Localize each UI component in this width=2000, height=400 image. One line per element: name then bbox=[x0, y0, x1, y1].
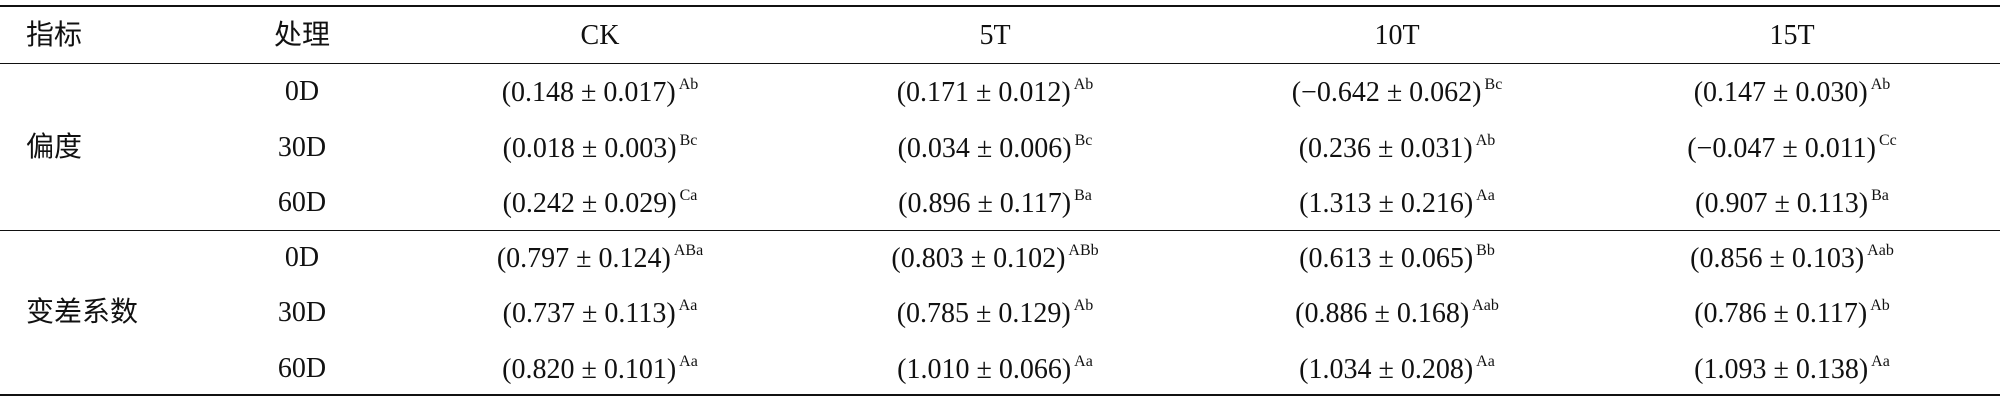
header-rule bbox=[0, 63, 2000, 64]
significance: Aab bbox=[1472, 297, 1499, 314]
significance: Aa bbox=[1871, 353, 1890, 370]
significance: Aa bbox=[1074, 353, 1093, 370]
value-cell: (0.786 ± 0.117) Ab bbox=[1694, 298, 1890, 328]
value: (0.786 ± 0.117) bbox=[1694, 298, 1868, 329]
significance: Bc bbox=[1074, 132, 1093, 149]
header-cell: 5T bbox=[979, 20, 1011, 51]
significance: Ab bbox=[1073, 76, 1094, 93]
significance: Ba bbox=[1871, 187, 1889, 204]
value-cell: (0.147 ± 0.030) Ab bbox=[1694, 77, 1891, 107]
significance: Ab bbox=[678, 76, 699, 93]
header-cell: 10T bbox=[1374, 20, 1420, 51]
value-cell: (0.148 ± 0.017) Ab bbox=[502, 77, 699, 107]
value: (0.034 ± 0.006) bbox=[897, 133, 1072, 164]
header-cell: 15T bbox=[1769, 20, 1815, 51]
value: (0.737 ± 0.113) bbox=[502, 298, 676, 329]
treatment: 0D bbox=[284, 242, 320, 273]
value-cell: (0.785 ± 0.129) Ab bbox=[897, 298, 1094, 328]
value: (−0.642 ± 0.062) bbox=[1291, 77, 1482, 108]
value: (0.797 ± 0.124) bbox=[496, 243, 671, 274]
value-cell: (1.010 ± 0.066) Aa bbox=[897, 354, 1093, 384]
significance: Aa bbox=[1476, 187, 1495, 204]
value-cell: (1.313 ± 0.216) Aa bbox=[1299, 188, 1495, 218]
significance: Aa bbox=[679, 353, 698, 370]
value-cell: (0.797 ± 0.124) ABa bbox=[497, 243, 703, 273]
group-label: 变差系数 bbox=[26, 297, 139, 328]
value: (0.886 ± 0.168) bbox=[1295, 298, 1470, 329]
treatment: 30D bbox=[277, 297, 327, 328]
value: (0.856 ± 0.103) bbox=[1690, 243, 1865, 274]
value: (0.613 ± 0.065) bbox=[1299, 243, 1474, 274]
value: (0.147 ± 0.030) bbox=[1693, 77, 1868, 108]
value: (0.803 ± 0.102) bbox=[891, 243, 1066, 274]
header-cell: CK bbox=[580, 20, 620, 51]
significance: Aa bbox=[1476, 353, 1495, 370]
value: (0.242 ± 0.029) bbox=[502, 188, 677, 219]
value-cell: (1.093 ± 0.138) Aa bbox=[1694, 354, 1890, 384]
significance: Bb bbox=[1476, 242, 1495, 259]
value-cell: (0.242 ± 0.029) Ca bbox=[503, 188, 698, 218]
value: (−0.047 ± 0.011) bbox=[1687, 133, 1876, 164]
value-cell: (0.018 ± 0.003) Bc bbox=[503, 133, 698, 163]
value: (1.034 ± 0.208) bbox=[1299, 354, 1474, 385]
significance: Aab bbox=[1867, 242, 1894, 259]
significance: ABa bbox=[673, 242, 704, 259]
significance: Ab bbox=[1870, 297, 1890, 314]
significance: Ab bbox=[1870, 76, 1891, 93]
value: (0.236 ± 0.031) bbox=[1298, 133, 1473, 164]
value: (0.148 ± 0.017) bbox=[501, 77, 676, 108]
header-cell: 指标 bbox=[26, 20, 83, 51]
value-cell: (0.803 ± 0.102) ABb bbox=[891, 243, 1098, 273]
value: (1.093 ± 0.138) bbox=[1694, 354, 1869, 385]
value-cell: (0.820 ± 0.101) Aa bbox=[502, 354, 698, 384]
value-cell: (0.896 ± 0.117) Ba bbox=[898, 188, 1092, 218]
value-cell: (1.034 ± 0.208) Aa bbox=[1299, 354, 1495, 384]
value: (0.171 ± 0.012) bbox=[896, 77, 1071, 108]
treatment: 30D bbox=[277, 132, 327, 163]
value-cell: (0.737 ± 0.113) Aa bbox=[503, 298, 698, 328]
bottom-rule bbox=[0, 394, 2000, 396]
value: (0.785 ± 0.129) bbox=[896, 298, 1071, 329]
value: (1.010 ± 0.066) bbox=[897, 354, 1072, 385]
value-cell: (0.236 ± 0.031) Ab bbox=[1299, 133, 1496, 163]
top-rule bbox=[0, 5, 2000, 7]
group-rule bbox=[0, 230, 2000, 231]
value-cell: (0.613 ± 0.065) Bb bbox=[1299, 243, 1495, 273]
value-cell: (0.856 ± 0.103) Aab bbox=[1690, 243, 1894, 273]
value-cell: (0.034 ± 0.006) Bc bbox=[898, 133, 1093, 163]
value: (1.313 ± 0.216) bbox=[1299, 188, 1474, 219]
treatment: 60D bbox=[277, 187, 327, 218]
significance: Cc bbox=[1879, 132, 1897, 149]
value-cell: (0.171 ± 0.012) Ab bbox=[897, 77, 1094, 107]
value: (0.820 ± 0.101) bbox=[502, 354, 677, 385]
significance: ABb bbox=[1068, 242, 1099, 259]
value-cell: (−0.047 ± 0.011) Cc bbox=[1687, 133, 1897, 163]
significance: Bc bbox=[679, 132, 698, 149]
treatment: 60D bbox=[277, 353, 327, 384]
value-cell: (−0.642 ± 0.062) Bc bbox=[1292, 77, 1503, 107]
significance: Ab bbox=[1073, 297, 1094, 314]
header-cell: 处理 bbox=[273, 20, 331, 51]
value-cell: (0.907 ± 0.113) Ba bbox=[1695, 188, 1889, 218]
value: (0.907 ± 0.113) bbox=[1695, 188, 1869, 219]
significance: Ab bbox=[1475, 132, 1496, 149]
significance: Bc bbox=[1484, 76, 1503, 93]
value: (0.896 ± 0.117) bbox=[898, 188, 1072, 219]
significance: Ca bbox=[679, 187, 698, 204]
value: (0.018 ± 0.003) bbox=[502, 133, 677, 164]
group-label: 偏度 bbox=[26, 132, 83, 163]
significance: Ba bbox=[1074, 187, 1092, 204]
value-cell: (0.886 ± 0.168) Aab bbox=[1295, 298, 1499, 328]
significance: Aa bbox=[678, 297, 698, 314]
treatment: 0D bbox=[284, 76, 320, 107]
